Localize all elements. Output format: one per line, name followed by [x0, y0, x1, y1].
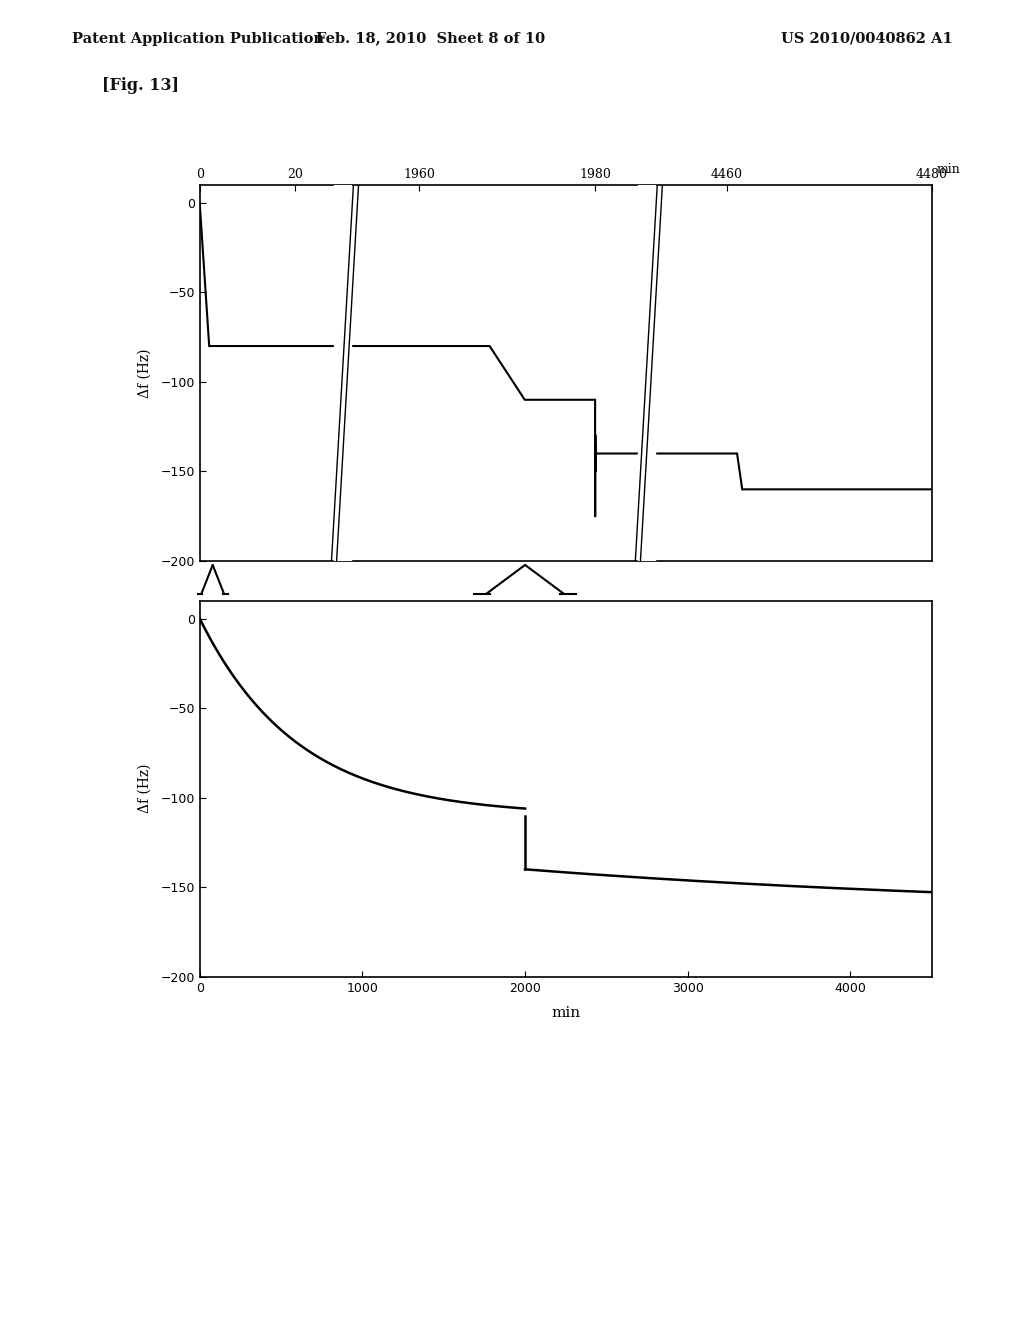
Text: [Fig. 13]: [Fig. 13] [102, 77, 179, 94]
Y-axis label: Δf (Hz): Δf (Hz) [138, 348, 153, 397]
Text: Feb. 18, 2010  Sheet 8 of 10: Feb. 18, 2010 Sheet 8 of 10 [315, 32, 545, 46]
Text: US 2010/0040862 A1: US 2010/0040862 A1 [780, 32, 952, 46]
Bar [638, 185, 655, 561]
X-axis label: min: min [551, 1006, 581, 1020]
Text: Patent Application Publication: Patent Application Publication [72, 32, 324, 46]
Bar [334, 185, 351, 561]
Text: min: min [937, 162, 961, 176]
Y-axis label: Δf (Hz): Δf (Hz) [138, 764, 153, 813]
